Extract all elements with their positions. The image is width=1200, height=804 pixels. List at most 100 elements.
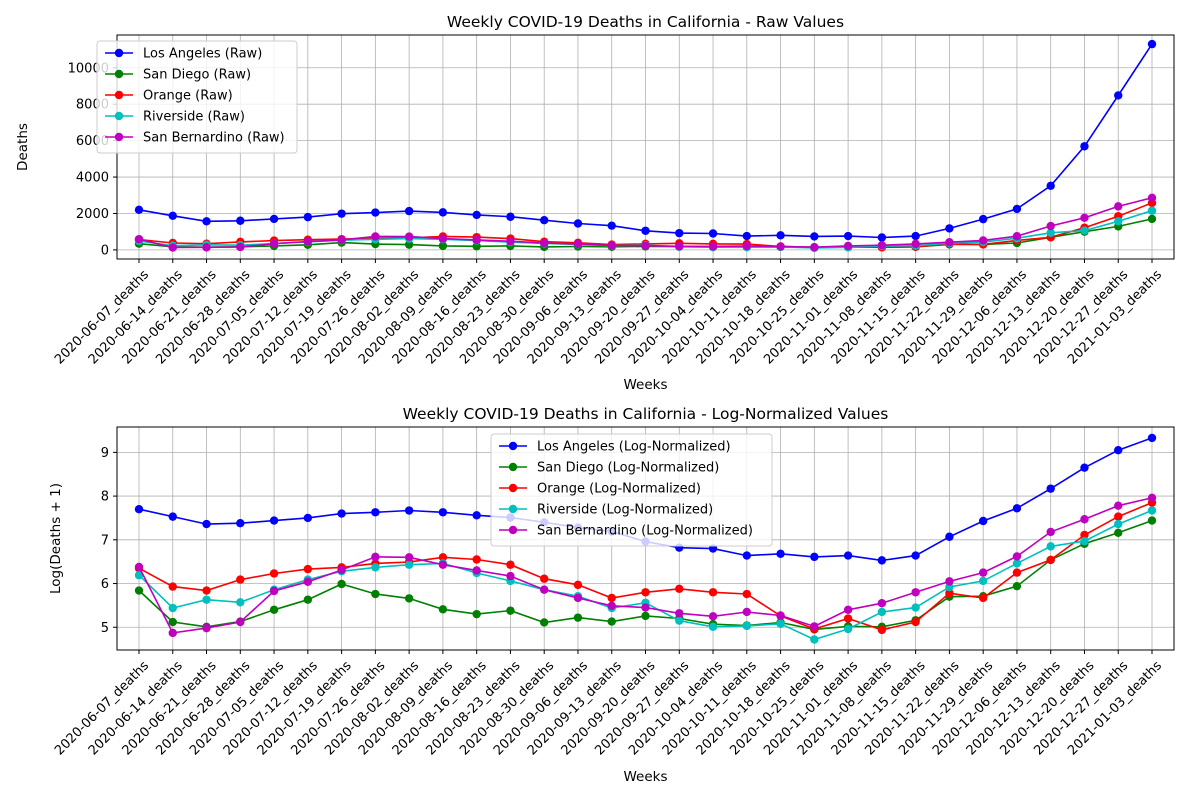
data-point (438, 241, 448, 251)
legend-marker (114, 48, 124, 58)
data-point (236, 617, 245, 627)
legend-label: San Diego (Log-Normalized) (537, 461, 719, 476)
data-point (371, 589, 380, 599)
data-point (404, 553, 414, 562)
series-3 (134, 498, 1157, 635)
data-point (303, 513, 313, 523)
data-point (168, 512, 177, 521)
data-point (675, 609, 684, 618)
chart-title: Weekly COVID-19 Deaths in California - L… (403, 405, 889, 423)
data-point (269, 214, 279, 224)
data-point (472, 609, 481, 619)
legend-marker (508, 483, 518, 493)
data-point (911, 231, 920, 241)
data-point (742, 621, 751, 631)
legend-label: Los Angeles (Log-Normalized) (537, 440, 731, 455)
data-point (641, 603, 650, 612)
data-point (269, 605, 279, 614)
y-tick-label: 8 (101, 490, 109, 505)
data-point (1114, 512, 1123, 521)
data-point (1012, 581, 1022, 591)
data-point (843, 624, 853, 634)
data-point (877, 599, 887, 608)
y-tick-label: 9 (101, 446, 109, 461)
data-point (776, 242, 785, 251)
data-point (1046, 542, 1055, 551)
data-point (168, 628, 177, 638)
y-tick-label: 2000 (76, 207, 109, 222)
data-point (607, 617, 616, 626)
data-point (269, 516, 279, 525)
legend-label: Orange (Raw) (143, 89, 233, 104)
data-point (202, 586, 211, 595)
y-tick-label: 4000 (76, 171, 109, 186)
data-point (202, 519, 211, 529)
data-point (540, 618, 549, 627)
data-point (708, 622, 718, 632)
data-point (911, 551, 920, 560)
legend-marker (114, 69, 124, 79)
data-point (404, 232, 414, 241)
data-point (303, 577, 313, 586)
data-point (1046, 484, 1055, 493)
data-point (945, 238, 954, 247)
data-point (607, 601, 616, 611)
data-point (573, 580, 583, 590)
data-point (877, 625, 887, 635)
data-point (202, 623, 211, 633)
data-point (540, 574, 549, 583)
data-point (911, 588, 920, 597)
data-point (168, 211, 177, 221)
data-point (236, 216, 245, 225)
data-point (303, 237, 313, 246)
data-point (1114, 91, 1123, 100)
data-point (810, 635, 819, 644)
chart-title: Weekly COVID-19 Deaths in California - R… (447, 13, 844, 31)
data-point (877, 556, 887, 565)
data-point (202, 217, 211, 226)
data-point (742, 231, 751, 241)
data-point (810, 552, 819, 562)
data-point (371, 552, 380, 562)
x-axis-label: Weeks (623, 769, 667, 785)
data-point (404, 506, 414, 515)
data-point (1147, 493, 1157, 503)
data-point (1012, 552, 1022, 561)
data-point (134, 571, 144, 580)
legend-label: Orange (Log-Normalized) (537, 482, 701, 497)
data-point (810, 232, 819, 241)
data-point (1012, 559, 1022, 568)
data-point (540, 585, 549, 594)
data-point (506, 212, 515, 221)
data-point (337, 509, 346, 518)
y-axis-label: Deaths (15, 123, 31, 171)
data-point (641, 611, 650, 621)
data-point (134, 205, 144, 215)
legend-label: San Bernardino (Log-Normalized) (537, 524, 753, 539)
data-point (472, 210, 481, 220)
data-point (573, 219, 583, 228)
data-point (708, 588, 718, 597)
data-point (1114, 445, 1123, 455)
data-point (607, 221, 616, 230)
series-5 (134, 493, 1157, 638)
data-point (708, 612, 718, 621)
data-point (269, 569, 279, 578)
data-point (438, 605, 448, 614)
data-point (438, 553, 448, 562)
legend-marker (114, 132, 124, 142)
data-point (776, 549, 785, 559)
legend-label: Los Angeles (Raw) (143, 47, 262, 62)
data-point (911, 239, 920, 249)
chart-1: 02000400060008000100002020-06-07_deaths2… (15, 13, 1175, 393)
data-point (1147, 433, 1157, 443)
data-point (945, 532, 954, 541)
data-point (1046, 221, 1055, 231)
legend: Los Angeles (Log-Normalized) San Diego (L… (490, 433, 773, 547)
legend-marker (508, 441, 518, 451)
legend-label: Riverside (Log-Normalized) (537, 503, 713, 518)
legend-label: Riverside (Raw) (143, 110, 245, 125)
data-point (1012, 568, 1022, 577)
data-point (1147, 214, 1157, 224)
